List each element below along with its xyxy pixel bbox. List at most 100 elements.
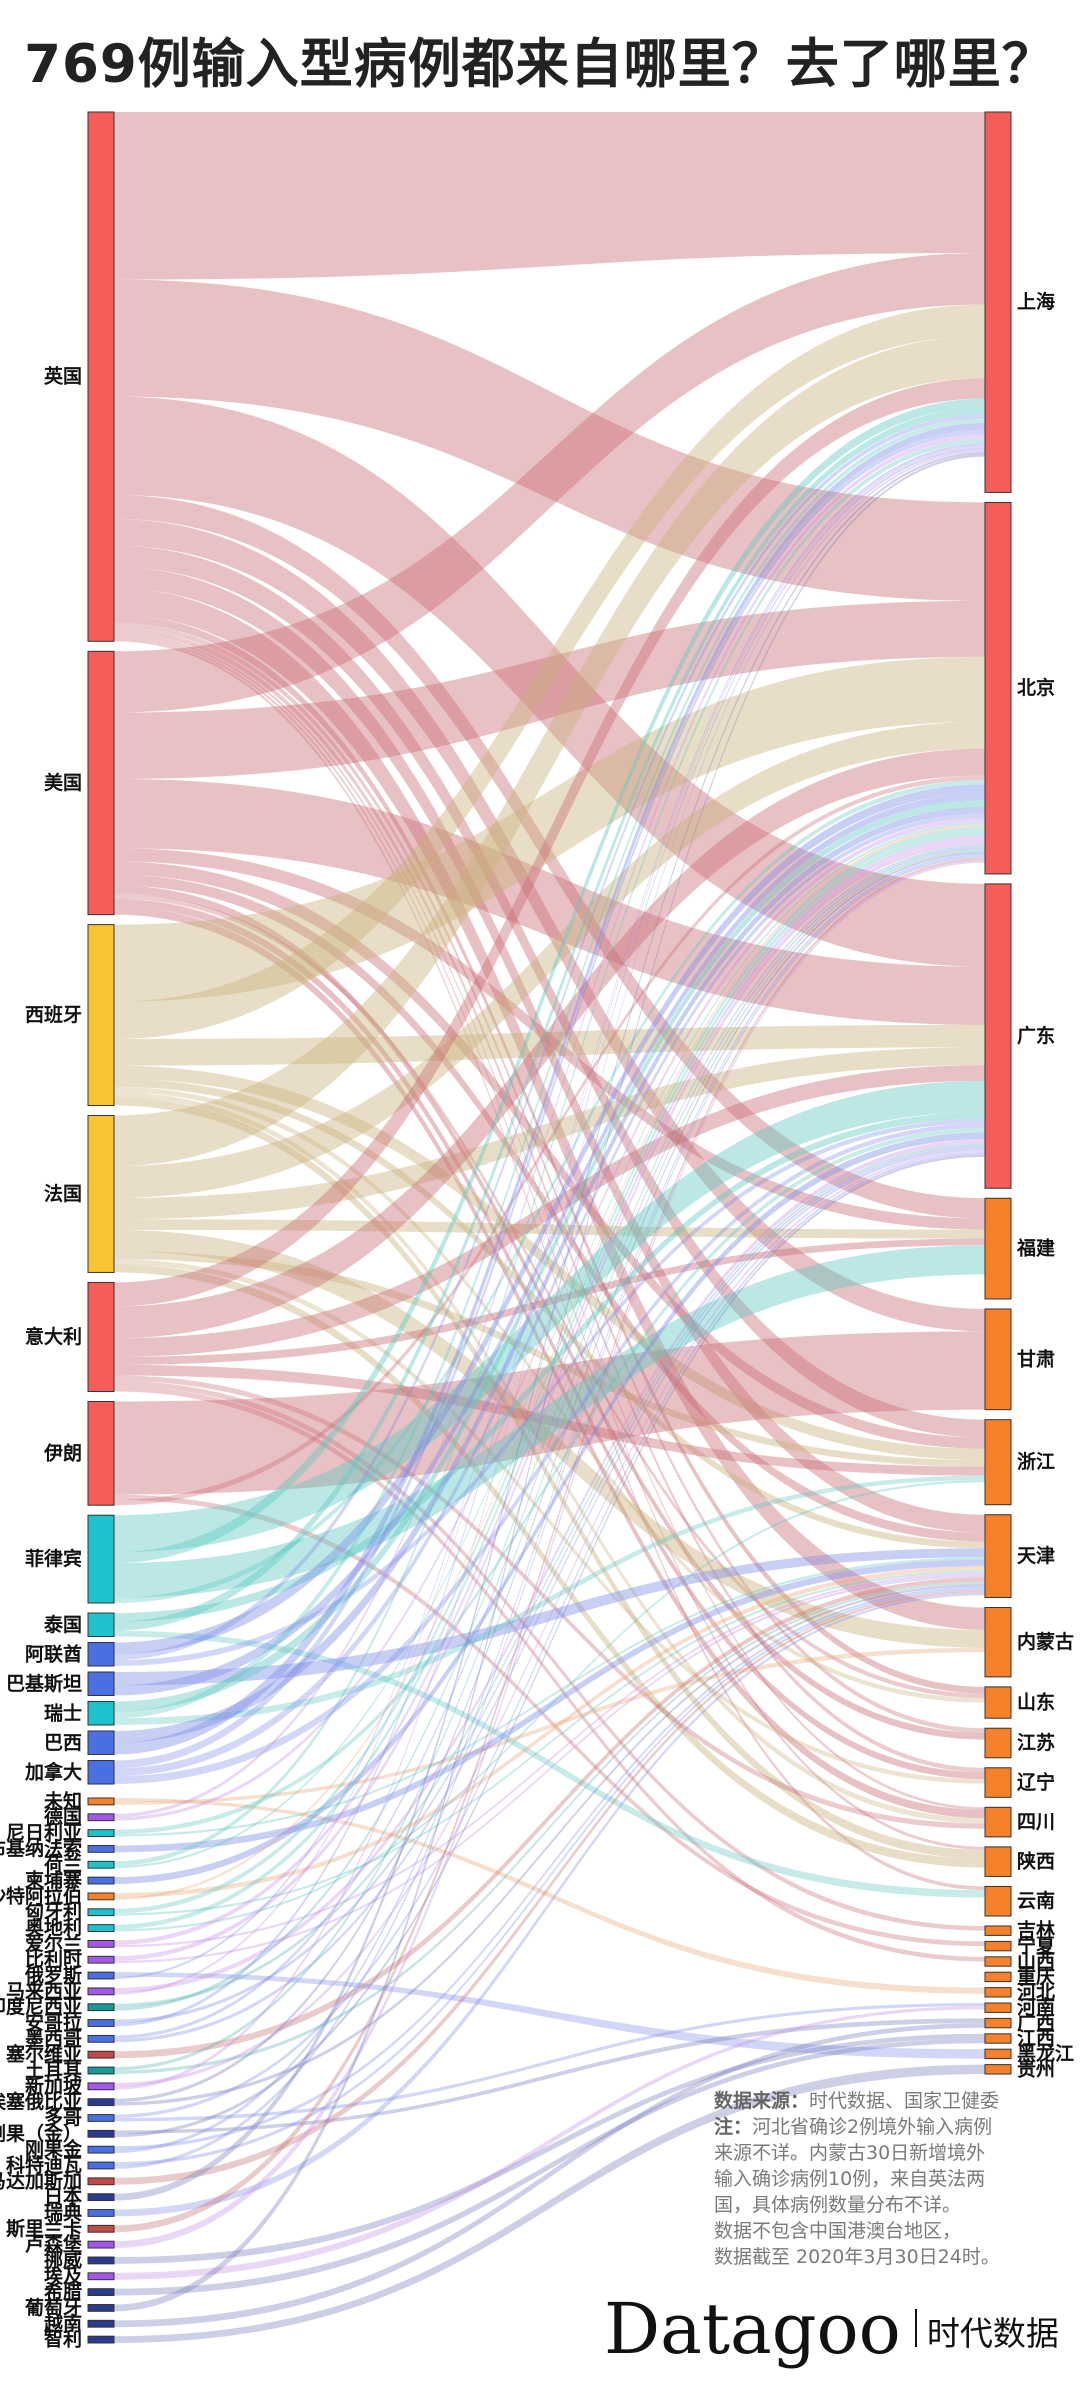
source-node bbox=[87, 2003, 115, 2012]
source-node bbox=[87, 2224, 115, 2233]
source-label: 希腊 bbox=[44, 2280, 82, 2303]
flow-link bbox=[114, 1152, 985, 2118]
source-label: 斯里兰卡 bbox=[6, 2217, 82, 2240]
source-label: 加拿大 bbox=[24, 1760, 82, 1783]
target-node bbox=[984, 1806, 1012, 1838]
flow-link bbox=[114, 545, 985, 1438]
target-node bbox=[984, 2048, 1012, 2060]
source-node bbox=[87, 924, 115, 1107]
target-node bbox=[984, 1197, 1012, 1300]
source-label: 塞尔维亚 bbox=[6, 2043, 82, 2066]
target-label: 天津 bbox=[1017, 1544, 1055, 1567]
flow-link bbox=[114, 1127, 985, 1835]
source-label: 多哥 bbox=[44, 2106, 82, 2129]
source-node bbox=[87, 111, 115, 642]
source-label: 俄罗斯 bbox=[24, 1964, 82, 1987]
flow-link bbox=[114, 1150, 985, 2087]
flow-link bbox=[114, 860, 985, 2249]
target-label: 陕西 bbox=[1017, 1850, 1055, 1873]
flow-link bbox=[114, 1251, 985, 1467]
flow-link bbox=[114, 1380, 985, 1931]
flow-link bbox=[114, 454, 985, 2312]
flow-link bbox=[114, 449, 985, 2090]
source-label: 比利时 bbox=[25, 1949, 82, 1971]
source-node bbox=[87, 1281, 115, 1392]
source-label: 菲律宾 bbox=[25, 1547, 82, 1570]
flow-link bbox=[114, 1145, 985, 2024]
flow-link bbox=[114, 1566, 985, 1898]
source-label: 土耳其 bbox=[25, 2060, 82, 2082]
source-node bbox=[87, 2066, 115, 2075]
flow-link bbox=[114, 1238, 985, 1365]
flow-link bbox=[114, 1494, 985, 1947]
flow-links bbox=[114, 112, 985, 2343]
target-node bbox=[984, 1885, 1012, 1917]
target-node bbox=[984, 1971, 1012, 1983]
brand-name: Datagoo bbox=[604, 2288, 901, 2370]
source-node bbox=[87, 2114, 115, 2122]
source-label: 布基纳法索 bbox=[0, 1837, 82, 1860]
source-node bbox=[87, 2145, 115, 2154]
flow-link bbox=[114, 1588, 985, 2166]
source-node bbox=[87, 650, 115, 916]
target-label: 广东 bbox=[1017, 1024, 1055, 1047]
note-line-0: 注：河北省确诊2例境外输入病例 bbox=[714, 2114, 1074, 2140]
source-node bbox=[87, 2019, 115, 2027]
target-label: 浙江 bbox=[1017, 1450, 1055, 1473]
target-node bbox=[984, 1846, 1012, 1877]
flow-link bbox=[114, 1118, 985, 1666]
source-label: 埃塞俄比亚 bbox=[0, 2090, 82, 2113]
source-label: 荷兰 bbox=[44, 1853, 82, 1876]
source-label: 尼日利亚 bbox=[6, 1822, 82, 1844]
flow-link bbox=[114, 1092, 985, 1824]
note-key: 注： bbox=[714, 2116, 753, 2138]
flow-link bbox=[114, 849, 985, 2071]
flow-link bbox=[114, 906, 985, 1819]
target-labels: 上海北京广东福建甘肃浙江天津内蒙古山东江苏辽宁四川陕西云南吉林宁夏山西重庆河北河… bbox=[1016, 290, 1074, 2080]
source-label: 阿联酋 bbox=[25, 1642, 82, 1665]
flow-link bbox=[114, 1264, 985, 1868]
source-label: 刚果（金） bbox=[0, 2122, 82, 2145]
source-node bbox=[87, 2288, 115, 2297]
target-label: 江西 bbox=[1017, 2028, 1055, 2050]
source-node bbox=[87, 1642, 115, 1667]
target-label: 北京 bbox=[1017, 676, 1055, 699]
flow-link bbox=[114, 826, 985, 1914]
flow-link bbox=[114, 784, 985, 1655]
flow-link bbox=[114, 396, 985, 967]
source-node bbox=[87, 1939, 115, 1948]
source-node bbox=[87, 1955, 115, 1964]
source-node bbox=[87, 1908, 115, 1917]
flow-link bbox=[114, 1229, 985, 1648]
flow-link bbox=[114, 1584, 985, 2106]
flow-link bbox=[114, 1586, 985, 2150]
target-label: 福建 bbox=[1016, 1237, 1055, 1260]
source-label: 卢森堡 bbox=[25, 2233, 82, 2256]
source-label: 英国 bbox=[44, 365, 82, 388]
note-line-2: 输入确诊病例10例，来自英法两 bbox=[714, 2168, 986, 2190]
target-label: 河北 bbox=[1017, 1981, 1055, 2003]
source-label: 巴基斯坦 bbox=[6, 1672, 82, 1695]
flow-link bbox=[114, 1147, 985, 2043]
flow-link bbox=[114, 1581, 985, 2074]
source-label: 葡萄牙 bbox=[25, 2296, 82, 2319]
flow-link bbox=[114, 1024, 985, 1066]
flow-link bbox=[114, 1386, 985, 1962]
flow-link bbox=[114, 721, 985, 1198]
flow-link bbox=[114, 2033, 985, 2264]
source-node bbox=[87, 1400, 115, 1506]
source-node bbox=[87, 2209, 115, 2217]
target-label: 江苏 bbox=[1017, 1731, 1055, 1754]
flow-link bbox=[114, 1647, 985, 1805]
flow-link bbox=[114, 495, 985, 1219]
target-node bbox=[984, 883, 1012, 1189]
source-node bbox=[87, 1971, 115, 1980]
source-node bbox=[87, 2272, 115, 2281]
flow-link bbox=[114, 452, 985, 2201]
flow-link bbox=[114, 2038, 985, 2296]
source-label: 智利 bbox=[44, 2328, 82, 2351]
flow-link bbox=[114, 1219, 985, 1239]
source-label: 奥地利 bbox=[25, 1916, 82, 1939]
source-node bbox=[87, 1844, 115, 1853]
